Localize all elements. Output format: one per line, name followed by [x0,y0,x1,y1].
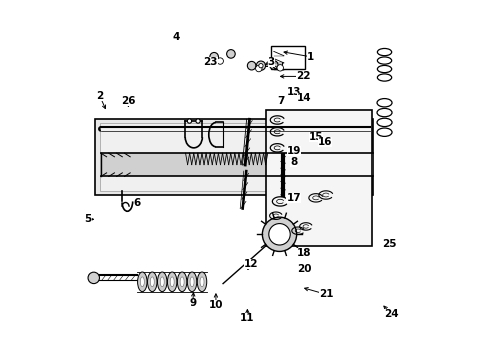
Text: 22: 22 [296,71,310,81]
Text: 24: 24 [383,309,397,319]
Text: 13: 13 [286,87,301,98]
Text: 1: 1 [306,52,314,62]
Ellipse shape [170,277,174,287]
Ellipse shape [200,277,203,287]
Circle shape [88,272,99,284]
Ellipse shape [137,272,147,292]
Polygon shape [95,118,372,195]
Ellipse shape [177,272,186,292]
Circle shape [226,50,235,58]
Circle shape [247,62,255,70]
Ellipse shape [167,272,177,292]
Text: 9: 9 [189,298,196,308]
Circle shape [209,53,218,61]
Circle shape [258,64,263,68]
Ellipse shape [197,272,206,292]
Text: 5: 5 [84,214,91,224]
Circle shape [269,61,278,69]
Ellipse shape [157,272,166,292]
Ellipse shape [187,272,196,292]
Circle shape [217,58,223,64]
Text: 11: 11 [240,312,254,323]
Ellipse shape [147,272,157,292]
Text: 17: 17 [286,193,301,203]
Text: 14: 14 [297,93,311,103]
Polygon shape [100,123,369,191]
Text: 25: 25 [381,239,396,249]
Text: 18: 18 [297,248,311,258]
Text: 10: 10 [208,300,223,310]
Circle shape [256,61,265,70]
Text: 12: 12 [243,259,258,269]
Text: 23: 23 [203,57,217,67]
Circle shape [196,119,200,123]
Circle shape [276,64,283,71]
Ellipse shape [140,277,144,287]
Text: 19: 19 [286,147,301,157]
Bar [270,46,304,69]
Text: 20: 20 [297,264,311,274]
Circle shape [255,65,262,72]
Text: 15: 15 [308,132,323,142]
Ellipse shape [180,277,183,287]
Bar [101,153,372,176]
Text: 8: 8 [289,157,297,167]
Text: 4: 4 [173,32,180,42]
Text: 7: 7 [277,96,285,107]
Circle shape [268,224,290,245]
Text: 2: 2 [96,91,103,101]
Text: 26: 26 [121,96,135,107]
Ellipse shape [160,277,164,287]
Circle shape [187,119,191,123]
Text: 6: 6 [133,198,141,208]
Text: 21: 21 [318,289,332,299]
Text: 16: 16 [317,138,331,148]
Ellipse shape [190,277,194,287]
Circle shape [262,217,296,251]
Text: 3: 3 [267,57,274,67]
Ellipse shape [150,277,154,287]
Bar [265,111,372,246]
